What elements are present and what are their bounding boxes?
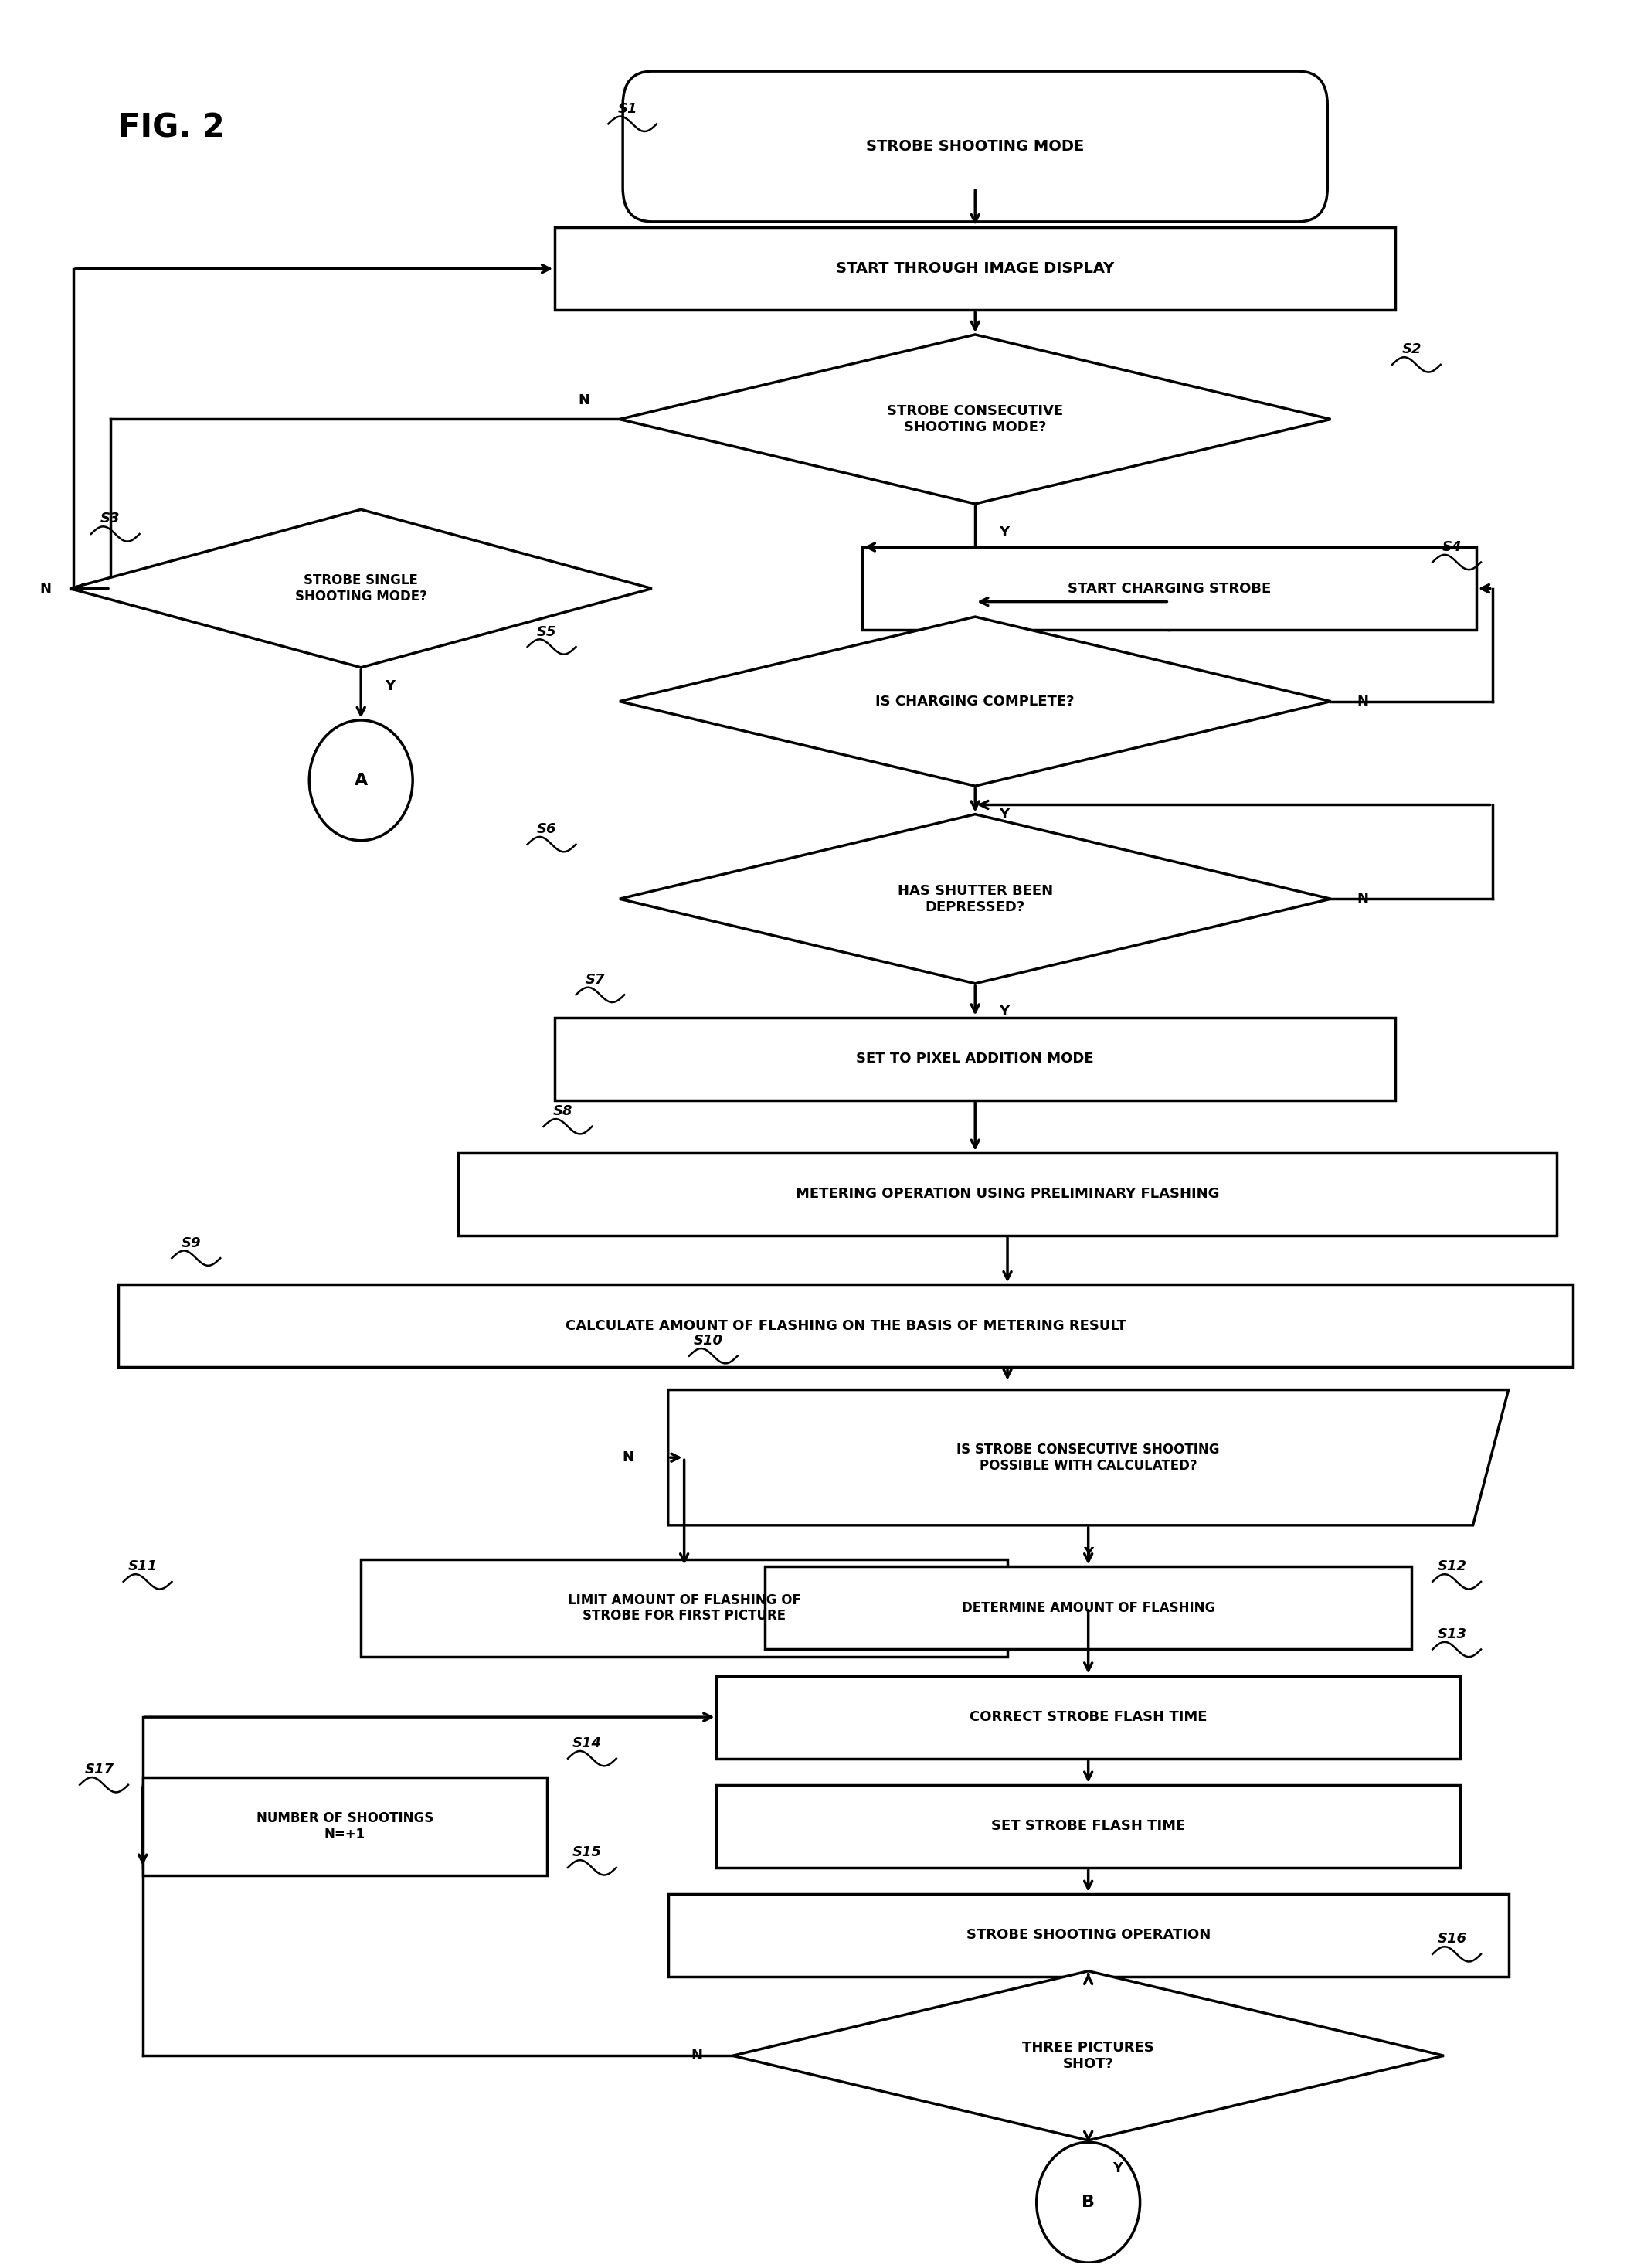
Text: S9: S9	[181, 1236, 202, 1250]
Bar	[862, 547, 1476, 631]
Text: B: B	[1082, 2195, 1095, 2211]
Text: DETERMINE AMOUNT OF FLASHING: DETERMINE AMOUNT OF FLASHING	[962, 1601, 1215, 1615]
Bar	[765, 1567, 1412, 1649]
Text: STROBE SHOOTING MODE: STROBE SHOOTING MODE	[866, 138, 1084, 154]
Text: S11: S11	[129, 1560, 158, 1574]
Polygon shape	[620, 814, 1331, 984]
Bar	[119, 1284, 1573, 1368]
Text: STROBE SINGLE
SHOOTING MODE?: STROBE SINGLE SHOOTING MODE?	[294, 574, 426, 603]
Text: METERING OPERATION USING PRELIMINARY FLASHING: METERING OPERATION USING PRELIMINARY FLA…	[796, 1186, 1219, 1202]
Text: CORRECT STROBE FLASH TIME: CORRECT STROBE FLASH TIME	[970, 1710, 1207, 1724]
Polygon shape	[732, 1971, 1443, 2141]
Text: S10: S10	[693, 1334, 722, 1347]
Text: N: N	[578, 392, 589, 408]
Bar	[716, 1785, 1459, 1867]
Polygon shape	[620, 617, 1331, 787]
Text: Y: Y	[999, 1005, 1009, 1018]
Text: S17: S17	[85, 1762, 114, 1776]
Text: N: N	[622, 1452, 633, 1465]
Text: LIMIT AMOUNT OF FLASHING OF
STROBE FOR FIRST PICTURE: LIMIT AMOUNT OF FLASHING OF STROBE FOR F…	[568, 1592, 800, 1624]
Text: S5: S5	[537, 624, 556, 640]
Polygon shape	[620, 336, 1331, 503]
Bar	[457, 1152, 1557, 1236]
Bar	[716, 1676, 1459, 1758]
Text: THREE PICTURES
SHOT?: THREE PICTURES SHOT?	[1022, 2041, 1154, 2071]
Text: Y: Y	[999, 807, 1009, 821]
Text: S14: S14	[573, 1737, 602, 1751]
Text: SET TO PIXEL ADDITION MODE: SET TO PIXEL ADDITION MODE	[856, 1052, 1093, 1066]
Bar	[555, 227, 1396, 311]
Bar	[555, 1018, 1396, 1100]
Text: N: N	[691, 2048, 703, 2062]
Text: STROBE CONSECUTIVE
SHOOTING MODE?: STROBE CONSECUTIVE SHOOTING MODE?	[887, 404, 1064, 433]
Text: S16: S16	[1437, 1932, 1466, 1946]
Text: START CHARGING STROBE: START CHARGING STROBE	[1067, 581, 1271, 596]
Text: S7: S7	[586, 973, 605, 987]
Text: N: N	[1357, 694, 1368, 708]
Text: S15: S15	[573, 1846, 602, 1860]
Text: S2: S2	[1402, 342, 1422, 356]
Text: A: A	[355, 773, 368, 787]
Text: Y: Y	[386, 680, 395, 694]
Text: S6: S6	[537, 823, 556, 837]
Text: IS CHARGING COMPLETE?: IS CHARGING COMPLETE?	[875, 694, 1074, 708]
Bar	[361, 1558, 1007, 1658]
Circle shape	[1036, 2143, 1141, 2263]
Polygon shape	[70, 510, 652, 667]
Text: S8: S8	[553, 1105, 573, 1118]
Text: SET STROBE FLASH TIME: SET STROBE FLASH TIME	[991, 1819, 1186, 1833]
Text: HAS SHUTTER BEEN
DEPRESSED?: HAS SHUTTER BEEN DEPRESSED?	[898, 885, 1053, 914]
Text: CALCULATE AMOUNT OF FLASHING ON THE BASIS OF METERING RESULT: CALCULATE AMOUNT OF FLASHING ON THE BASI…	[565, 1320, 1126, 1334]
Text: S12: S12	[1437, 1560, 1466, 1574]
Text: Y: Y	[1113, 2161, 1123, 2175]
Text: S1: S1	[618, 102, 638, 116]
Text: N: N	[1357, 891, 1368, 905]
Polygon shape	[669, 1390, 1508, 1526]
Text: Y: Y	[1084, 1547, 1093, 1560]
FancyBboxPatch shape	[623, 70, 1328, 222]
Text: S4: S4	[1442, 540, 1461, 553]
Text: START THROUGH IMAGE DISPLAY: START THROUGH IMAGE DISPLAY	[836, 261, 1114, 277]
Text: Y: Y	[999, 526, 1009, 540]
Bar	[669, 1894, 1508, 1978]
Circle shape	[309, 721, 413, 841]
Text: STROBE SHOOTING OPERATION: STROBE SHOOTING OPERATION	[966, 1928, 1210, 1941]
Text: FIG. 2: FIG. 2	[119, 111, 225, 143]
Text: S3: S3	[101, 513, 120, 526]
Bar	[143, 1778, 547, 1876]
Text: S13: S13	[1437, 1628, 1466, 1642]
Text: NUMBER OF SHOOTINGS
N=+1: NUMBER OF SHOOTINGS N=+1	[255, 1812, 433, 1842]
Text: IS STROBE CONSECUTIVE SHOOTING
POSSIBLE WITH CALCULATED?: IS STROBE CONSECUTIVE SHOOTING POSSIBLE …	[957, 1442, 1220, 1472]
Text: N: N	[41, 581, 52, 596]
